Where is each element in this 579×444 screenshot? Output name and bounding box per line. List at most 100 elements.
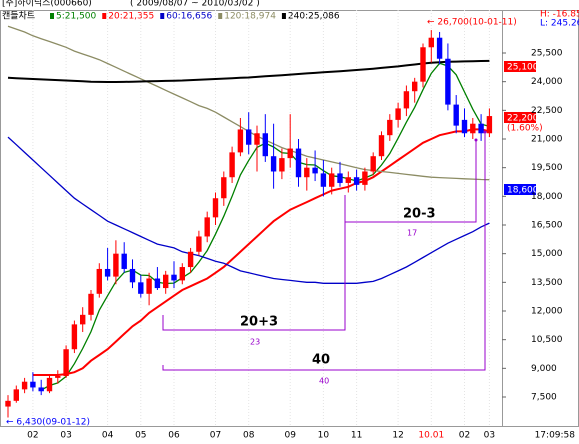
candle-body xyxy=(370,156,376,172)
candle-body xyxy=(337,173,343,183)
y-tick-label: 18,000 xyxy=(531,192,563,202)
x-tick-label: 08 xyxy=(243,431,255,441)
x-tick-label: 06 xyxy=(168,431,180,441)
candle-body xyxy=(304,167,310,178)
annotations: ← 26,700(10-01-11) ← 6,430(09-01-12) 25,… xyxy=(6,18,543,428)
candle-body xyxy=(204,217,210,237)
x-tick-label: 10.01 xyxy=(418,431,444,441)
candle-body xyxy=(428,37,434,48)
price-tag-text: 18,600 xyxy=(507,186,539,196)
price-tag xyxy=(504,184,536,195)
legend-entry: 120:18,974 xyxy=(224,12,276,22)
candle-body xyxy=(171,274,177,281)
candle-body xyxy=(279,158,285,172)
legend-swatch xyxy=(218,13,223,19)
bracket-label: 40 xyxy=(312,353,330,368)
bracket xyxy=(344,140,477,223)
y-tick-label: 24,000 xyxy=(531,77,563,87)
legend-entry: 5:21,500 xyxy=(56,12,97,22)
candle-body xyxy=(88,293,94,315)
candle-body xyxy=(320,173,327,187)
x-tick-label: 02 xyxy=(459,431,470,441)
candle-body xyxy=(80,314,86,325)
candle-body xyxy=(138,282,144,294)
legend-swatch xyxy=(281,13,286,19)
candle-body xyxy=(46,377,53,392)
candle-body xyxy=(420,47,426,82)
legend-label: 캔들차트 xyxy=(2,10,35,22)
candle-body xyxy=(30,381,36,388)
price-tag-text: 22,200 xyxy=(507,114,539,124)
candle-body xyxy=(461,119,468,134)
bracket xyxy=(162,222,346,331)
y-tick-label: 9,000 xyxy=(531,364,557,374)
candle-body xyxy=(345,177,351,183)
candle-body xyxy=(104,268,111,277)
candle-body xyxy=(270,156,277,172)
x-tick-label: 10 xyxy=(318,431,330,441)
candle-body xyxy=(71,324,78,350)
candle-body xyxy=(295,148,302,178)
x-tick-label: 03 xyxy=(60,431,71,441)
legend-entry: 240:25,086 xyxy=(288,12,340,22)
candle-body xyxy=(287,148,293,159)
y-tick-label: 10,500 xyxy=(531,335,563,345)
bracket-dot xyxy=(483,130,487,134)
legend-entry: 20:21,355 xyxy=(108,12,154,22)
bracket-count: 17 xyxy=(407,229,417,238)
ma-line xyxy=(7,136,490,284)
legend-swatch xyxy=(160,13,165,19)
candle-body xyxy=(196,236,202,252)
candle-body xyxy=(453,104,459,126)
candle-body xyxy=(163,274,169,289)
candle-body xyxy=(229,152,235,178)
candle-body xyxy=(146,278,152,294)
bracket-count: 23 xyxy=(250,338,260,347)
bracket-dot xyxy=(474,138,478,142)
candle-body xyxy=(187,251,194,268)
low-stat: L: 245.26 xyxy=(540,19,579,29)
x-tick-label: 03 xyxy=(484,431,495,441)
candle-body xyxy=(378,135,385,157)
candle-body xyxy=(329,173,335,187)
candle-body xyxy=(96,268,102,294)
y-tick-label: 19,500 xyxy=(531,163,563,173)
peak-label: ← 26,700(10-01-11) xyxy=(427,18,517,28)
time: 17:09:58 xyxy=(535,431,576,441)
legend-swatch xyxy=(102,13,107,19)
y-tick-label: 21,000 xyxy=(531,135,563,145)
candle-body xyxy=(212,198,219,218)
candle-body xyxy=(387,119,393,136)
change-text: (1.60%) xyxy=(507,124,543,134)
y-tick-label: 15,000 xyxy=(531,249,563,259)
candle-body xyxy=(254,133,260,145)
bracket xyxy=(162,132,486,371)
axis-panel xyxy=(502,10,579,427)
x-tick-label: 12 xyxy=(392,431,403,441)
bracket-label: 20-3 xyxy=(403,207,436,222)
candle-body xyxy=(237,129,244,153)
candle-body xyxy=(246,129,252,145)
candle-body xyxy=(221,177,227,199)
trough-label: ← 6,430(09-01-12) xyxy=(6,418,90,428)
title: [주]하이닉스(000660) xyxy=(2,0,92,9)
candle-body xyxy=(121,253,127,269)
candle-body xyxy=(436,37,443,59)
price-tag xyxy=(504,112,536,123)
y-tick-label: 13,500 xyxy=(531,278,563,288)
candle-body xyxy=(353,177,360,185)
candle-body xyxy=(179,267,185,281)
y-tick-label: 12,000 xyxy=(531,307,563,317)
candle-body xyxy=(478,123,484,134)
candle-body xyxy=(129,268,136,283)
bracket-label: 20+3 xyxy=(240,315,278,330)
legend-swatch xyxy=(50,13,54,19)
candle-body xyxy=(445,58,451,105)
candle-body xyxy=(154,278,161,289)
candle-body xyxy=(312,167,318,174)
candle-body xyxy=(486,116,493,134)
y-tick-label: 16,500 xyxy=(531,221,563,231)
candle-body xyxy=(470,123,476,134)
